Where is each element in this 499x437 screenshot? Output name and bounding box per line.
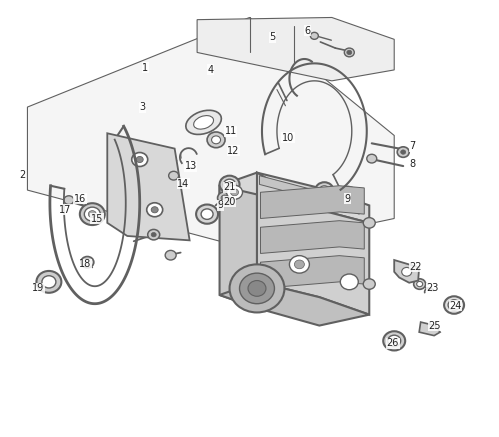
Circle shape [363, 218, 375, 228]
Text: 9: 9 [217, 201, 223, 210]
Circle shape [151, 207, 158, 213]
Polygon shape [257, 173, 369, 315]
Circle shape [230, 264, 284, 312]
Text: 23: 23 [427, 284, 439, 293]
Circle shape [401, 150, 406, 154]
Text: 20: 20 [224, 197, 236, 207]
Circle shape [147, 203, 163, 217]
Circle shape [414, 279, 426, 289]
Circle shape [388, 335, 401, 347]
Circle shape [151, 232, 156, 237]
Text: 5: 5 [269, 32, 276, 42]
Text: 24: 24 [449, 301, 462, 311]
Text: 10: 10 [282, 133, 294, 142]
Text: 26: 26 [387, 338, 399, 348]
Polygon shape [259, 176, 359, 214]
Text: 2: 2 [19, 170, 25, 180]
Circle shape [417, 281, 423, 287]
Circle shape [136, 156, 143, 163]
Circle shape [132, 153, 148, 166]
Circle shape [240, 273, 274, 304]
Circle shape [218, 192, 232, 204]
Text: 6: 6 [304, 26, 310, 35]
Text: 19: 19 [32, 284, 45, 293]
Circle shape [347, 50, 352, 55]
Text: 1: 1 [142, 63, 148, 73]
Circle shape [340, 191, 354, 204]
Polygon shape [27, 17, 394, 249]
Text: 16: 16 [74, 194, 86, 204]
Circle shape [340, 274, 358, 290]
Circle shape [310, 32, 318, 39]
Text: 15: 15 [91, 214, 103, 223]
Circle shape [201, 209, 213, 219]
Circle shape [227, 185, 243, 199]
Circle shape [220, 176, 240, 193]
Text: 21: 21 [224, 182, 236, 192]
Polygon shape [394, 260, 419, 283]
Text: 12: 12 [227, 146, 240, 156]
Polygon shape [220, 186, 257, 308]
Circle shape [448, 300, 460, 310]
Circle shape [148, 229, 160, 240]
Circle shape [42, 276, 56, 288]
Text: 4: 4 [207, 65, 213, 75]
Circle shape [165, 250, 176, 260]
Polygon shape [260, 221, 364, 253]
Ellipse shape [186, 110, 222, 135]
Circle shape [221, 195, 228, 201]
Circle shape [248, 281, 266, 296]
Text: 18: 18 [79, 260, 91, 269]
Circle shape [207, 132, 225, 148]
Circle shape [397, 147, 409, 157]
Circle shape [84, 207, 100, 221]
Circle shape [315, 182, 333, 198]
Text: 3: 3 [140, 102, 146, 112]
Circle shape [289, 256, 309, 273]
Text: 25: 25 [428, 321, 441, 330]
Circle shape [444, 296, 464, 314]
Circle shape [81, 257, 94, 268]
Circle shape [343, 194, 350, 201]
Polygon shape [419, 322, 440, 336]
Circle shape [367, 154, 377, 163]
Polygon shape [220, 282, 369, 326]
Circle shape [231, 189, 239, 196]
Circle shape [227, 182, 233, 187]
Circle shape [383, 331, 405, 350]
Polygon shape [220, 173, 369, 223]
Circle shape [80, 203, 105, 225]
Text: 13: 13 [185, 161, 197, 171]
Polygon shape [260, 256, 364, 288]
Circle shape [344, 48, 354, 57]
Circle shape [212, 136, 221, 144]
Circle shape [64, 196, 74, 205]
Circle shape [294, 260, 304, 269]
Text: 14: 14 [177, 179, 190, 188]
Text: 22: 22 [409, 262, 422, 271]
Circle shape [363, 279, 375, 289]
Polygon shape [260, 186, 364, 218]
Polygon shape [107, 133, 190, 240]
Text: 17: 17 [59, 205, 71, 215]
Text: 11: 11 [225, 126, 237, 136]
Circle shape [169, 171, 179, 180]
Circle shape [319, 186, 329, 194]
Circle shape [402, 267, 412, 276]
Circle shape [196, 205, 218, 224]
Circle shape [36, 271, 61, 293]
Circle shape [391, 338, 397, 343]
Circle shape [334, 187, 359, 208]
Circle shape [224, 179, 236, 190]
Polygon shape [197, 17, 394, 81]
Text: 8: 8 [409, 159, 415, 169]
Circle shape [88, 211, 96, 218]
Text: 7: 7 [409, 142, 416, 151]
Text: 9: 9 [344, 194, 350, 204]
Ellipse shape [194, 116, 214, 129]
